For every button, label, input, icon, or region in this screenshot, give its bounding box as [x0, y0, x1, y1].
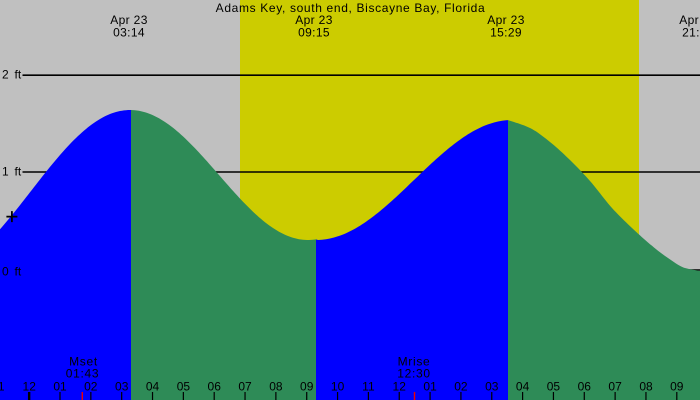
svg-text:07: 07 — [238, 379, 252, 393]
svg-text:Apr 23: Apr 23 — [679, 13, 700, 27]
svg-text:01: 01 — [53, 379, 67, 393]
svg-text:08: 08 — [269, 379, 283, 393]
svg-text:02: 02 — [84, 379, 98, 393]
svg-text:04: 04 — [516, 379, 530, 393]
svg-text:21:41: 21:41 — [682, 26, 700, 40]
svg-text:05: 05 — [547, 379, 561, 393]
svg-text:08: 08 — [639, 379, 653, 393]
svg-text:11: 11 — [0, 379, 5, 393]
svg-text:06: 06 — [578, 379, 592, 393]
svg-text:04: 04 — [146, 379, 160, 393]
svg-text:01: 01 — [423, 379, 437, 393]
svg-text:Adams Key, south end, Biscayne: Adams Key, south end, Biscayne Bay, Flor… — [216, 1, 486, 15]
svg-text:05: 05 — [177, 379, 191, 393]
svg-text:0 ft: 0 ft — [2, 264, 22, 278]
svg-text:09: 09 — [670, 379, 684, 393]
svg-text:07: 07 — [608, 379, 622, 393]
svg-text:12: 12 — [393, 379, 407, 393]
svg-text:2 ft: 2 ft — [2, 67, 22, 81]
svg-text:09: 09 — [300, 379, 314, 393]
svg-text:03: 03 — [115, 379, 129, 393]
svg-text:15:29: 15:29 — [490, 26, 522, 40]
svg-text:09:15: 09:15 — [298, 26, 330, 40]
svg-text:12: 12 — [23, 379, 37, 393]
svg-text:10: 10 — [331, 379, 345, 393]
svg-text:12:30: 12:30 — [397, 367, 431, 381]
svg-text:1 ft: 1 ft — [2, 165, 22, 179]
svg-text:11: 11 — [362, 379, 375, 393]
svg-text:03: 03 — [485, 379, 499, 393]
svg-text:Apr 23: Apr 23 — [487, 13, 524, 27]
svg-text:02: 02 — [454, 379, 468, 393]
svg-text:Apr 23: Apr 23 — [295, 13, 332, 27]
svg-text:01:43: 01:43 — [66, 367, 100, 381]
svg-text:Apr 23: Apr 23 — [110, 13, 147, 27]
svg-text:06: 06 — [208, 379, 222, 393]
svg-text:03:14: 03:14 — [113, 26, 145, 40]
svg-text:Mset: Mset — [69, 355, 98, 369]
svg-text:Mrise: Mrise — [398, 355, 431, 369]
